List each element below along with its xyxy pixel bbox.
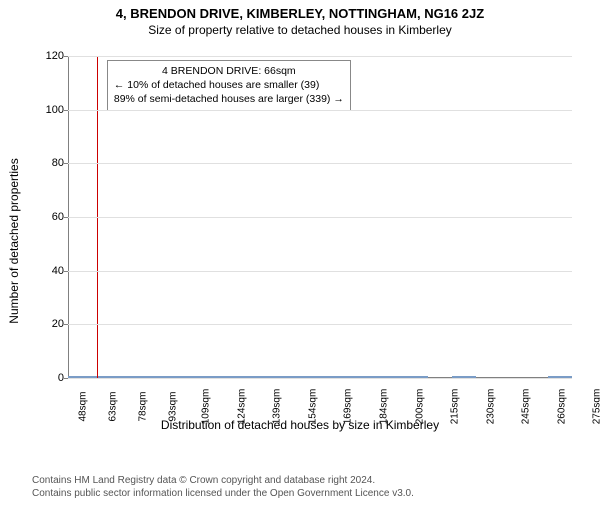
gridline: [68, 271, 572, 272]
xtick: 215sqm: [437, 378, 473, 396]
xtick: 184sqm: [366, 378, 402, 396]
ytick-mark: [64, 110, 68, 111]
ytick-mark: [64, 378, 68, 379]
xtick: 154sqm: [295, 378, 331, 396]
ytick-label: 0: [34, 372, 64, 384]
xtick-label: 93sqm: [168, 391, 179, 421]
xtick-label: 63sqm: [108, 391, 119, 421]
footer-line2: Contains public sector information licen…: [32, 487, 414, 500]
ytick-label: 120: [34, 50, 64, 62]
gridline: [68, 56, 572, 57]
xtick: 200sqm: [402, 378, 438, 396]
ytick-label: 40: [34, 265, 64, 277]
xtick-row: 48sqm63sqm78sqm93sqm109sqm124sqm139sqm15…: [68, 378, 572, 396]
ytick-label: 80: [34, 157, 64, 169]
xtick: 230sqm: [473, 378, 509, 396]
ytick-mark: [64, 324, 68, 325]
ytick-label: 100: [34, 104, 64, 116]
gridline: [68, 217, 572, 218]
xtick: 260sqm: [544, 378, 580, 396]
ytick-mark: [64, 217, 68, 218]
xtick: 93sqm: [158, 378, 188, 396]
xtick: 124sqm: [224, 378, 260, 396]
footer-line1: Contains HM Land Registry data © Crown c…: [32, 474, 414, 487]
xtick: 245sqm: [508, 378, 544, 396]
ytick-label: 20: [34, 318, 64, 330]
xtick: 109sqm: [188, 378, 224, 396]
xtick-label: 275sqm: [592, 389, 600, 425]
xtick-label: 48sqm: [78, 391, 89, 421]
annotation-line1: 4 BRENDON DRIVE: 66sqm: [114, 64, 344, 78]
xtick: 48sqm: [68, 378, 98, 396]
gridline: [68, 378, 572, 379]
annotation-box: 4 BRENDON DRIVE: 66sqm ← 10% of detached…: [107, 60, 351, 111]
xtick: 275sqm: [579, 378, 600, 396]
gridline: [68, 110, 572, 111]
xtick-label: 78sqm: [138, 391, 149, 421]
footer-attribution: Contains HM Land Registry data © Crown c…: [32, 474, 414, 500]
gridline: [68, 163, 572, 164]
ytick-mark: [64, 271, 68, 272]
xtick: 78sqm: [128, 378, 158, 396]
ytick-mark: [64, 163, 68, 164]
x-axis-label: Distribution of detached houses by size …: [20, 418, 580, 432]
annotation-line3: 89% of semi-detached houses are larger (…: [114, 92, 344, 106]
chart-title-main: 4, BRENDON DRIVE, KIMBERLEY, NOTTINGHAM,…: [0, 6, 600, 21]
chart-container: Number of detached properties 48sqm63sqm…: [20, 46, 580, 436]
plot-area: 48sqm63sqm78sqm93sqm109sqm124sqm139sqm15…: [68, 56, 572, 378]
annotation-line2: ← 10% of detached houses are smaller (39…: [114, 78, 344, 92]
ytick-label: 60: [34, 211, 64, 223]
xtick: 169sqm: [330, 378, 366, 396]
chart-title-sub: Size of property relative to detached ho…: [0, 23, 600, 37]
xtick: 139sqm: [259, 378, 295, 396]
gridline: [68, 324, 572, 325]
y-axis-label: Number of detached properties: [7, 158, 21, 323]
ytick-mark: [64, 56, 68, 57]
xtick: 63sqm: [98, 378, 128, 396]
